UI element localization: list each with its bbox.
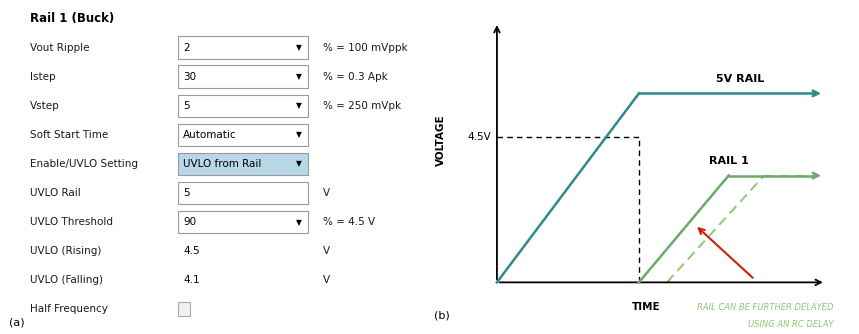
Text: Vout Ripple: Vout Ripple: [30, 43, 90, 53]
Text: Vstep: Vstep: [30, 101, 60, 111]
Text: Soft Start Time: Soft Start Time: [30, 130, 108, 140]
Text: V: V: [323, 246, 331, 256]
Text: ▼: ▼: [295, 72, 302, 81]
Text: UVLO Rail: UVLO Rail: [30, 188, 81, 198]
Text: Enable/UVLO Setting: Enable/UVLO Setting: [30, 159, 138, 169]
Text: 4.5: 4.5: [183, 246, 199, 256]
Text: (a): (a): [9, 317, 24, 327]
Text: % = 4.5 V: % = 4.5 V: [323, 217, 375, 227]
Text: 5: 5: [183, 188, 190, 198]
Text: % = 0.3 Apk: % = 0.3 Apk: [323, 72, 388, 82]
FancyBboxPatch shape: [178, 95, 308, 117]
FancyBboxPatch shape: [178, 182, 308, 204]
FancyBboxPatch shape: [178, 65, 308, 88]
Text: 2: 2: [183, 43, 190, 53]
Text: UVLO (Falling): UVLO (Falling): [30, 275, 103, 285]
Text: % = 250 mVpk: % = 250 mVpk: [323, 101, 401, 111]
Text: 4.5V: 4.5V: [467, 132, 491, 142]
FancyBboxPatch shape: [178, 153, 308, 175]
Text: ▼: ▼: [295, 43, 302, 52]
Text: ▼: ▼: [295, 102, 302, 110]
Text: RAIL 1: RAIL 1: [709, 156, 748, 166]
Text: RAIL CAN BE FURTHER DELAYED: RAIL CAN BE FURTHER DELAYED: [697, 303, 833, 312]
Text: ▼: ▼: [295, 131, 302, 139]
Text: ▼: ▼: [295, 218, 302, 226]
Text: V: V: [323, 188, 331, 198]
Text: 5V RAIL: 5V RAIL: [716, 74, 764, 84]
Text: Automatic: Automatic: [183, 130, 237, 140]
Text: 90: 90: [183, 217, 196, 227]
Text: TIME: TIME: [632, 302, 661, 312]
Text: UVLO Threshold: UVLO Threshold: [30, 217, 113, 227]
FancyBboxPatch shape: [178, 36, 308, 59]
Text: % = 100 mVppk: % = 100 mVppk: [323, 43, 408, 53]
FancyBboxPatch shape: [178, 302, 190, 316]
Text: (b): (b): [434, 311, 449, 321]
Text: Istep: Istep: [30, 72, 56, 82]
Text: Half Frequency: Half Frequency: [30, 304, 108, 314]
Text: UVLO (Rising): UVLO (Rising): [30, 246, 101, 256]
Text: Rail 1 (Buck): Rail 1 (Buck): [30, 12, 114, 25]
Text: 5: 5: [183, 101, 190, 111]
Text: UVLO from Rail: UVLO from Rail: [183, 159, 261, 169]
Text: V: V: [323, 275, 331, 285]
FancyBboxPatch shape: [178, 211, 308, 233]
Text: USING AN RC DELAY: USING AN RC DELAY: [747, 320, 833, 329]
FancyBboxPatch shape: [178, 124, 308, 146]
Text: 4.1: 4.1: [183, 275, 199, 285]
Text: ▼: ▼: [295, 160, 302, 168]
Text: 30: 30: [183, 72, 196, 82]
Text: VOLTAGE: VOLTAGE: [436, 114, 446, 166]
